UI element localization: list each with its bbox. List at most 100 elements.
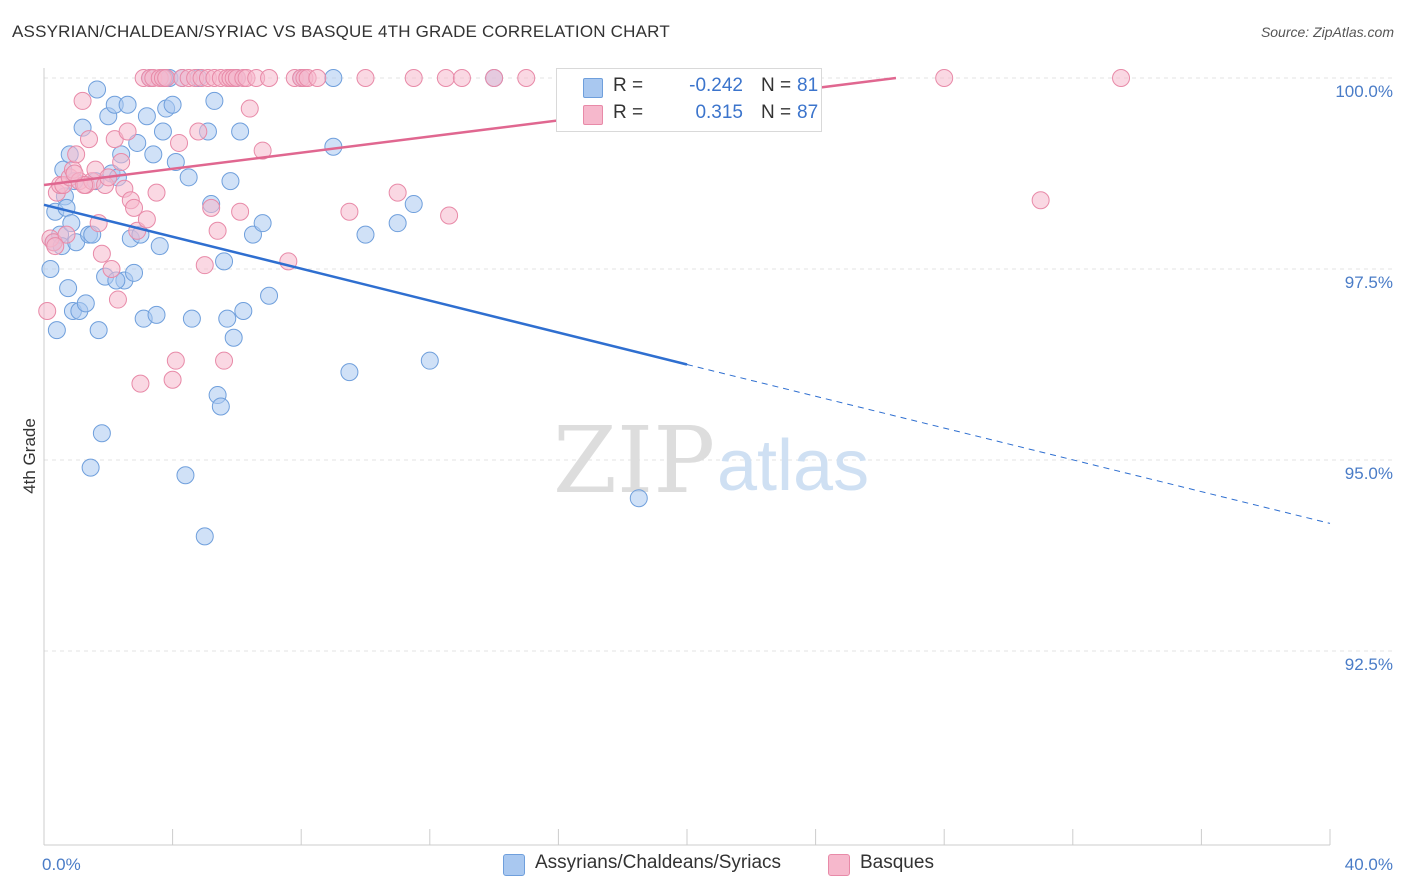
basques-point [80, 130, 99, 149]
series-basques-points [38, 69, 1131, 393]
bottom-legend-swatch-basques [828, 854, 850, 876]
assyrians-point [81, 458, 100, 477]
basques-point [147, 183, 166, 202]
assyrians-point [128, 133, 147, 152]
legend-r-value: -0.242 [689, 75, 743, 96]
bottom-legend-swatch-assyrians [503, 854, 525, 876]
basques-point [92, 244, 111, 263]
basques-point [189, 122, 208, 141]
basques-point [260, 69, 279, 87]
axes [43, 68, 1331, 846]
assyrians-point [234, 302, 253, 321]
basques-point [208, 221, 227, 240]
assyrians-point [205, 91, 224, 110]
basques-point [112, 153, 131, 172]
x-tick-label: 40.0% [1345, 855, 1393, 874]
assyrians-point [76, 294, 95, 313]
basques-point [517, 69, 536, 87]
assyrians-point [629, 489, 648, 508]
assyrians-point [147, 305, 166, 324]
assyrians-point [215, 252, 234, 271]
legend-r-value: 0.315 [695, 102, 743, 123]
basques-point [163, 370, 182, 389]
assyrians-point [420, 351, 439, 370]
basques-point [118, 122, 137, 141]
legend-n-label: N = [761, 75, 792, 96]
assyrians-point [221, 172, 240, 191]
y-axis-title: 4th Grade [20, 418, 39, 494]
x-tick-label: 0.0% [42, 855, 81, 874]
assyrians-point [231, 122, 250, 141]
assyrians-point [89, 321, 108, 340]
basques-point [102, 260, 121, 278]
basques-point [125, 198, 144, 217]
basques-point [108, 290, 127, 309]
y-tick-label: 95.0% [1345, 464, 1393, 483]
assyrians-point [356, 225, 375, 244]
assyrians-point [211, 397, 230, 416]
basques-point [404, 69, 423, 87]
y-tick-label: 92.5% [1345, 655, 1393, 674]
basques-point [195, 256, 214, 275]
basques-point [215, 351, 234, 370]
legend-n-label: N = [761, 102, 792, 123]
basques-point [38, 302, 57, 321]
basques-point [73, 91, 92, 110]
basques-point [436, 69, 455, 87]
assyrians-point [163, 95, 182, 114]
basques-point [202, 198, 221, 217]
gridlines [44, 77, 1394, 652]
x-tick-labels: 0.0% 40.0% [42, 855, 1393, 874]
basques-point [388, 183, 407, 202]
assyrians-point [404, 195, 423, 214]
assyrians-point [150, 237, 169, 256]
basques-point [1031, 191, 1050, 210]
basques-point [440, 206, 459, 225]
basques-point [131, 374, 150, 393]
assyrians-point [243, 225, 262, 244]
y-tick-label: 97.5% [1345, 273, 1393, 292]
basques-point [57, 225, 76, 244]
chart-source: Source: ZipAtlas.com [1260, 24, 1394, 40]
assyrians-point [59, 279, 78, 298]
assyrians-point [218, 309, 237, 328]
basques-point [157, 69, 176, 87]
assyrians-point [253, 214, 272, 233]
basques-point [46, 237, 65, 256]
assyrians-point [388, 214, 407, 233]
basques-point [935, 69, 954, 87]
basques-point [67, 145, 86, 164]
assyrians-point [224, 328, 243, 347]
legend-r-label: R = [613, 102, 644, 123]
assyrians-point [144, 145, 163, 164]
assyrians-point [260, 286, 279, 305]
y-tick-label: 100.0% [1335, 82, 1393, 101]
assyrians-point [176, 466, 195, 485]
stats-legend: R = -0.242 N = 81 R = 0.315 N = 87 [556, 68, 822, 132]
y-tick-labels: 92.5% 95.0% 97.5% 100.0% [1335, 82, 1393, 674]
basques-point [137, 210, 156, 229]
assyrians-point [195, 527, 214, 546]
basques-point [253, 141, 272, 160]
basques-point [166, 351, 185, 370]
bottom-legend-label-basques: Basques [860, 852, 934, 873]
assyrians-point [137, 107, 156, 126]
legend-n-value: 81 [797, 75, 819, 96]
legend-swatch-assyrians [583, 78, 603, 98]
chart-title: ASSYRIAN/CHALDEAN/SYRIAC VS BASQUE 4TH G… [12, 22, 670, 41]
legend-swatch-basques [583, 105, 603, 125]
assyrians-point [324, 69, 343, 87]
assyrians-point [153, 122, 172, 141]
assyrians-point [88, 80, 107, 99]
basques-point [485, 69, 504, 87]
assyrians-point [41, 260, 60, 278]
assyrians-point [179, 168, 198, 187]
assyrians-point [182, 309, 201, 328]
trend-line-assyrians [43, 203, 688, 366]
assyrians-point [47, 321, 66, 340]
basques-point [356, 69, 375, 87]
basques-point [340, 202, 359, 221]
bottom-legend-label-assyrians: Assyrians/Chaldeans/Syriacs [535, 852, 782, 873]
assyrians-point [92, 424, 111, 443]
